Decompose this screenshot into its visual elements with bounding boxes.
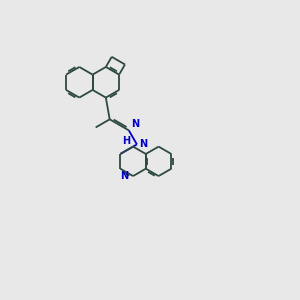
Text: H: H [122,136,130,146]
Text: N: N [139,140,147,149]
Text: N: N [131,119,139,129]
Text: N: N [121,171,129,181]
